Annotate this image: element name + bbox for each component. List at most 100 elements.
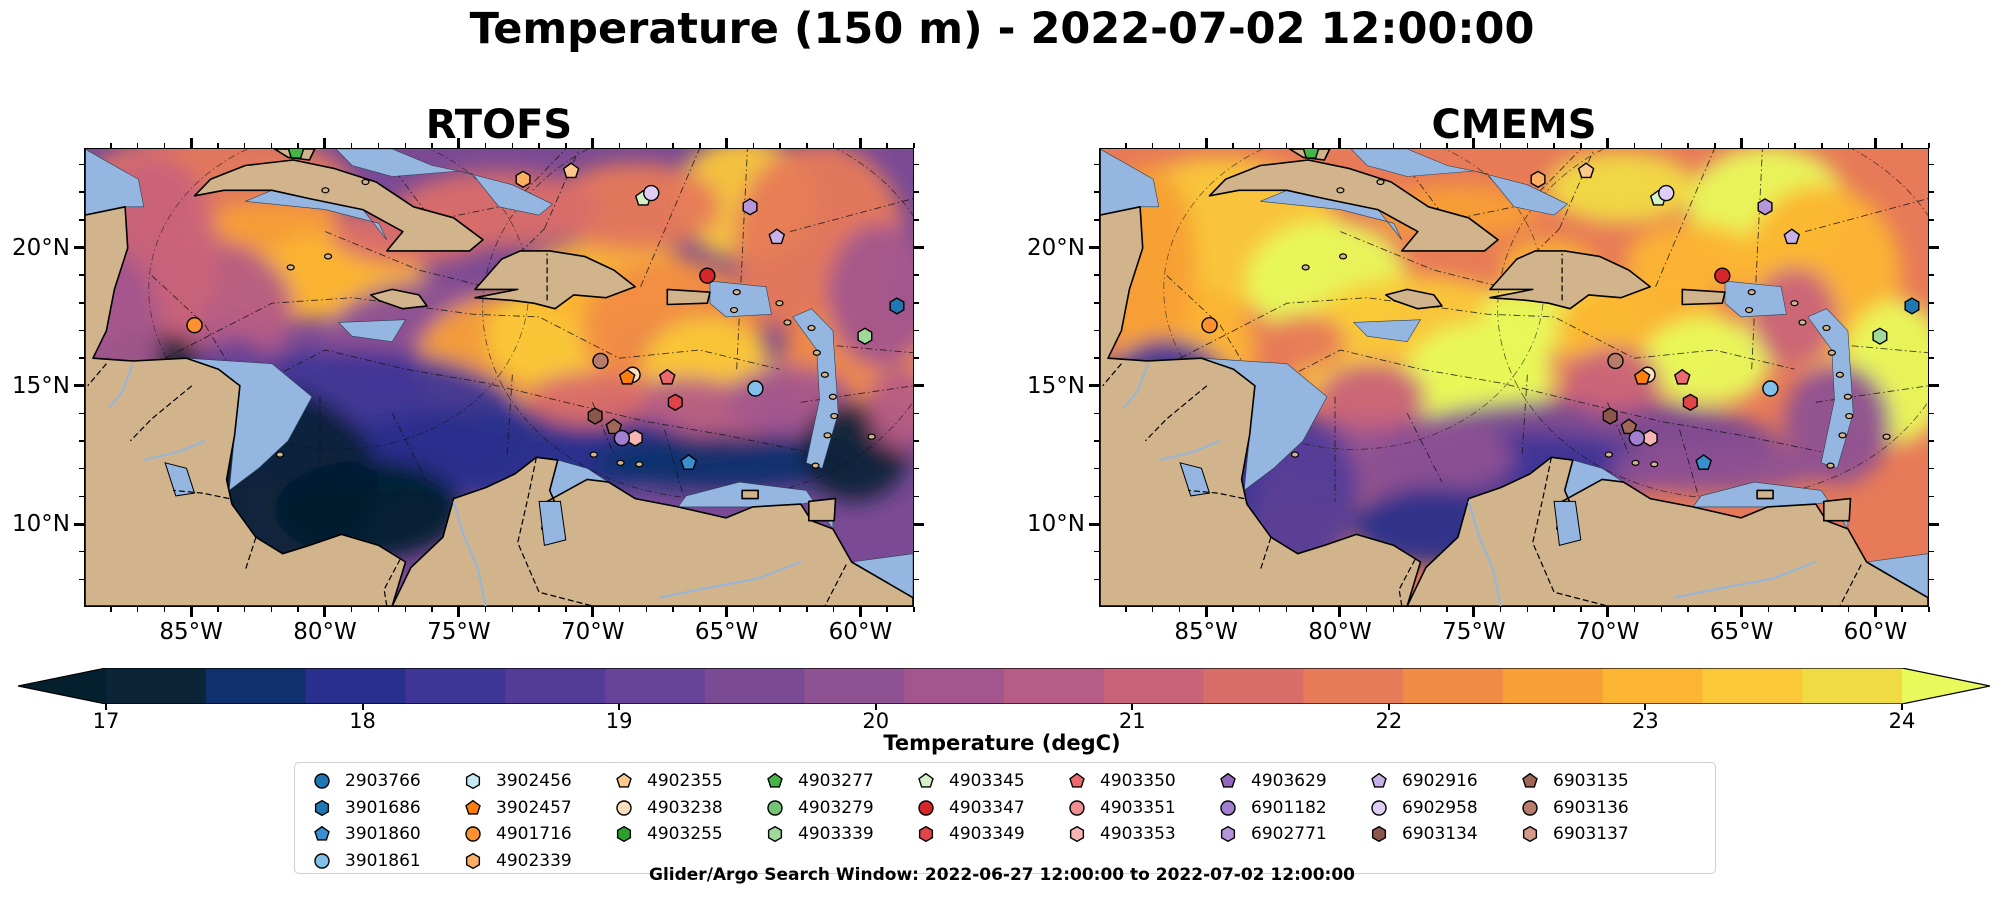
- float-marker-3902457[interactable]: [1633, 368, 1651, 385]
- float-marker-3901686[interactable]: [1904, 297, 1920, 315]
- float-marker-4903349[interactable]: [667, 393, 683, 411]
- float-marker-6902958[interactable]: [643, 184, 660, 202]
- shelf-bahamas: [335, 149, 553, 216]
- float-marker-3901861[interactable]: [1762, 380, 1779, 397]
- float-marker-6903135[interactable]: [605, 418, 623, 435]
- float-marker-4903277[interactable]: [287, 149, 305, 159]
- map-panel-rtofs: [84, 148, 914, 607]
- lake-maracaibo: [1553, 500, 1582, 547]
- hexagon-marker-icon: [465, 772, 481, 790]
- lake-nicaragua: [164, 462, 196, 497]
- float-marker-3902457[interactable]: [618, 368, 636, 385]
- float-marker-4902355[interactable]: [1577, 162, 1595, 179]
- legend-entry-4903277: 4903277: [764, 768, 874, 794]
- float-marker-3901686[interactable]: [889, 297, 905, 315]
- colorbar-tick-label: 22: [1375, 709, 1403, 733]
- colorbar-level: [1702, 668, 1803, 704]
- colorbar-level: [1303, 668, 1404, 704]
- pentagon-marker-icon: [1522, 772, 1538, 788]
- land-trinidad: [1822, 497, 1852, 522]
- legend-entry-6903134: 6903134: [1368, 821, 1478, 847]
- legend-label: 4903353: [1100, 824, 1176, 844]
- colorbar-label: Temperature (degC): [883, 731, 1121, 755]
- land-puertorico: [1681, 288, 1726, 306]
- circle-marker-icon: [1522, 799, 1538, 816]
- float-marker-3901861[interactable]: [747, 380, 764, 397]
- colorbar-ticks: 17 18 19 20 21 22 23 24: [93, 704, 1915, 733]
- float-marker-4903347[interactable]: [699, 267, 716, 284]
- legend-entry-4903345: 4903345: [915, 768, 1025, 794]
- float-marker-6902771[interactable]: [742, 198, 758, 216]
- land-centralam: [1100, 149, 1422, 606]
- hexagon-marker-icon: [1522, 825, 1538, 843]
- float-marker-4902339[interactable]: [515, 170, 531, 188]
- hexagon-marker-icon: [1371, 825, 1387, 843]
- float-marker-6903134[interactable]: [1602, 407, 1618, 425]
- colorbar-tick: [874, 704, 877, 710]
- colorbar-tick: [361, 704, 364, 710]
- float-marker-6903134[interactable]: [587, 407, 603, 425]
- legend-label: 4903351: [1100, 797, 1176, 818]
- legend-label: 4903279: [798, 797, 874, 818]
- float-marker-6903135[interactable]: [1620, 418, 1638, 435]
- legend-label: 3901861: [345, 850, 421, 871]
- float-marker-4903350[interactable]: [1673, 368, 1691, 385]
- legend-label: 4903629: [1251, 771, 1327, 791]
- legend-label: 4903345: [949, 771, 1025, 791]
- float-marker-6901182[interactable]: [1628, 429, 1646, 447]
- legend-entry-4903629: 4903629: [1217, 768, 1327, 794]
- colorbar-level: [804, 668, 905, 704]
- legend-entry-2903766: 2903766: [311, 768, 421, 794]
- colorbar-tick: [105, 704, 107, 710]
- float-marker-3901860[interactable]: [1695, 454, 1712, 470]
- legend-entry-4903349: 4903349: [915, 821, 1025, 847]
- legend-label: 4901716: [496, 824, 572, 844]
- float-marker-6902916[interactable]: [768, 228, 786, 245]
- float-marker-4901716[interactable]: [186, 316, 203, 334]
- float-legend: 2903766 3901686 3901860 3901861 3902456 39024…: [294, 762, 1716, 874]
- pentagon-marker-icon: [767, 772, 783, 788]
- legend-label: 6903135: [1553, 771, 1629, 791]
- colorbar-level: [1103, 668, 1205, 704]
- float-marker-4902355[interactable]: [562, 162, 580, 179]
- float-marker-4903347[interactable]: [1714, 267, 1731, 284]
- panel-title-rtofs: RTOFS: [425, 102, 573, 148]
- colorbar-tick-label: 21: [1118, 709, 1146, 733]
- float-marker-6901182[interactable]: [613, 429, 631, 447]
- colorbar-tick: [1387, 704, 1390, 710]
- float-marker-6903136[interactable]: [1607, 352, 1624, 370]
- colorbar-extend-low: [18, 668, 106, 704]
- legend-entry-4903255: 4903255: [613, 821, 723, 847]
- float-marker-3901860[interactable]: [680, 454, 697, 470]
- float-marker-4903339[interactable]: [857, 327, 873, 345]
- land-trinidad: [807, 497, 837, 522]
- legend-label: 4903349: [949, 824, 1025, 844]
- land-hispaniola: [474, 250, 637, 310]
- float-marker-4902339[interactable]: [1530, 170, 1546, 188]
- shelf-virgin: [1724, 280, 1787, 318]
- hexagon-marker-icon: [1069, 825, 1085, 843]
- float-marker-4903277[interactable]: [1302, 149, 1320, 159]
- land-jamaica: [1384, 288, 1443, 310]
- legend-label: 6903134: [1402, 824, 1478, 844]
- float-marker-4901716[interactable]: [1201, 316, 1218, 334]
- figure-title: Temperature (150 m) - 2022-07-02 12:00:0…: [469, 4, 1535, 54]
- float-marker-6902916[interactable]: [1783, 228, 1801, 245]
- land-hispaniola: [1489, 250, 1652, 310]
- float-marker-4903349[interactable]: [1682, 393, 1698, 411]
- legend-entry-4903351: 4903351: [1066, 795, 1176, 821]
- land-jamaica: [369, 288, 428, 310]
- land-cuba: [1208, 159, 1499, 252]
- legend-label: 6901182: [1251, 797, 1327, 818]
- colorbar-tick-label: 20: [862, 709, 890, 733]
- float-marker-6902958[interactable]: [1658, 184, 1675, 202]
- float-marker-6903136[interactable]: [592, 352, 609, 370]
- float-marker-4903339[interactable]: [1872, 327, 1888, 345]
- legend-entry-3902457: 3902457: [462, 795, 572, 821]
- legend-entry-6901182: 6901182: [1217, 795, 1327, 821]
- float-marker-6902771[interactable]: [1757, 198, 1773, 216]
- legend-label: 6902771: [1251, 824, 1327, 844]
- float-marker-4903350[interactable]: [658, 368, 676, 385]
- panel-title-cmems: CMEMS: [1431, 102, 1597, 148]
- colorbar-level: [1403, 668, 1504, 704]
